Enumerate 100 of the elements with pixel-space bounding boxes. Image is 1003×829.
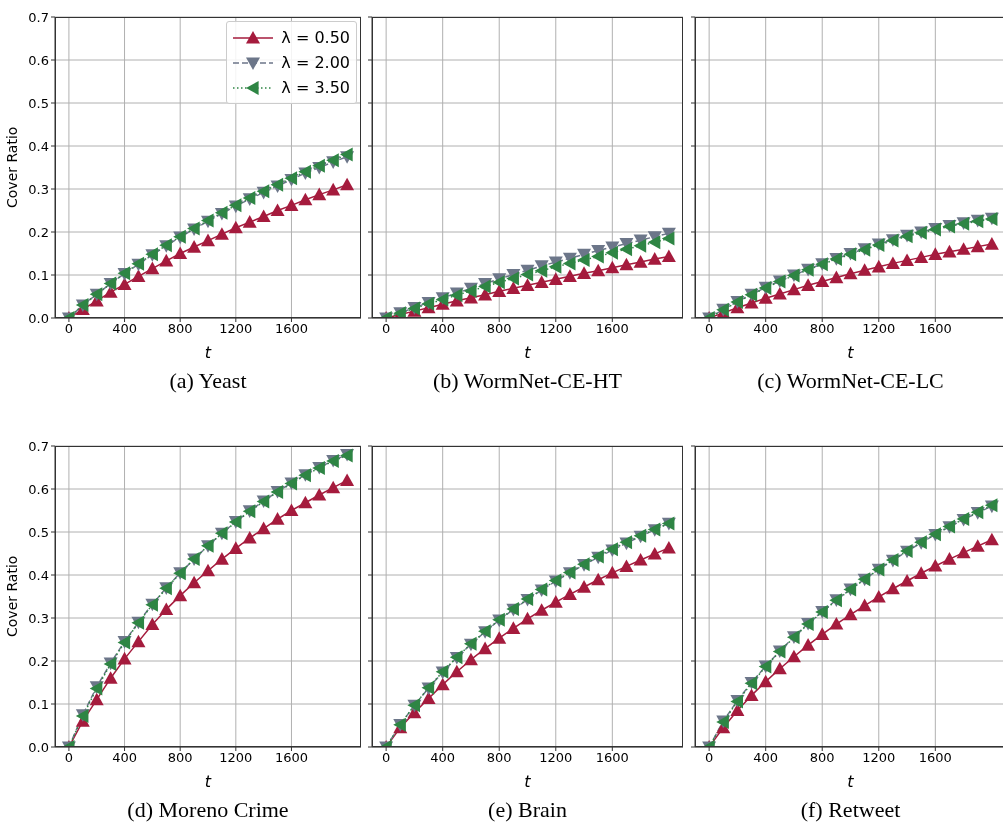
point	[730, 703, 745, 717]
point	[270, 512, 285, 525]
point	[619, 257, 634, 271]
point	[984, 532, 999, 546]
point	[928, 558, 943, 572]
point	[548, 272, 563, 285]
point	[633, 238, 647, 253]
point	[829, 270, 844, 284]
point	[117, 277, 132, 291]
point	[984, 237, 999, 250]
x-tick-label: 1600	[274, 750, 308, 766]
point	[478, 641, 493, 655]
x-tick-label: 1200	[219, 750, 253, 766]
point	[562, 269, 577, 282]
point	[284, 503, 299, 517]
point	[492, 275, 505, 290]
point	[463, 652, 478, 666]
legend-label: λ = 3.50	[281, 78, 350, 97]
point	[619, 242, 633, 257]
point	[562, 256, 576, 271]
x-tick-label: 400	[753, 321, 779, 337]
point	[843, 607, 858, 621]
point	[506, 281, 521, 294]
point	[772, 286, 787, 300]
point	[548, 595, 563, 608]
point	[591, 572, 606, 586]
point	[956, 242, 971, 255]
x-axis-title: t	[204, 343, 212, 362]
x-tick-label: 1200	[862, 750, 896, 766]
y-tick-label: 0.4	[28, 138, 49, 154]
point	[577, 266, 592, 279]
y-tick-label: 0.2	[28, 653, 49, 669]
point	[435, 677, 450, 691]
point	[187, 575, 202, 589]
point	[970, 539, 985, 552]
x-tick-label: 1600	[274, 321, 308, 337]
point	[201, 233, 215, 247]
point	[340, 147, 353, 162]
point	[647, 546, 662, 560]
x-tick-label: 400	[753, 750, 779, 766]
point	[159, 253, 174, 267]
point	[506, 621, 521, 634]
y-tick-label: 0.3	[28, 610, 49, 626]
legend-label: λ = 0.50	[281, 28, 350, 47]
x-tick-label: 400	[112, 321, 137, 337]
point	[187, 240, 202, 253]
x-axis-title: t	[847, 343, 855, 362]
x-tick-label: 0	[382, 750, 391, 766]
point	[801, 638, 816, 651]
point	[633, 255, 648, 268]
point	[661, 231, 675, 246]
text: (f) Retweet	[799, 797, 902, 823]
text: (c) WormNet-CE-LC	[756, 368, 945, 394]
x-tick-label: 0	[382, 321, 391, 337]
x-tick-label: 1200	[219, 321, 253, 337]
point	[548, 259, 562, 274]
point	[520, 267, 534, 282]
text: (b) WormNet-CE-HT	[431, 368, 624, 394]
point	[256, 209, 271, 223]
point	[340, 473, 355, 486]
y-tick-label: 0.0	[28, 739, 49, 755]
x-tick-label: 1200	[539, 321, 573, 337]
x-tick-label: 400	[112, 750, 137, 766]
point	[577, 580, 592, 593]
point	[577, 252, 590, 267]
point	[885, 256, 900, 269]
point	[214, 552, 229, 565]
point	[312, 488, 327, 501]
y-axis-title: Cover Ratio	[4, 554, 20, 640]
point	[758, 674, 773, 688]
y-tick-label: 0.7	[28, 9, 49, 25]
point	[520, 611, 535, 625]
point	[270, 203, 285, 217]
point	[914, 250, 929, 263]
point	[449, 664, 464, 678]
point	[298, 192, 313, 206]
point	[534, 603, 549, 616]
point	[619, 559, 634, 572]
point	[786, 282, 801, 296]
point	[605, 260, 620, 274]
x-axis-title: t	[847, 772, 855, 791]
point	[173, 588, 188, 602]
point	[815, 627, 830, 640]
point	[970, 239, 985, 253]
point	[843, 266, 858, 280]
y-tick-label: 0.2	[28, 224, 49, 240]
point	[661, 540, 676, 554]
x-tick-label: 0	[705, 750, 714, 766]
point	[284, 198, 299, 211]
x-tick-label: 800	[809, 750, 835, 766]
point	[857, 598, 872, 612]
point	[326, 480, 341, 494]
point	[145, 617, 160, 631]
x-axis-title: t	[204, 772, 212, 791]
point	[312, 187, 327, 201]
point	[173, 246, 188, 260]
x-tick-label: 1600	[595, 321, 629, 337]
point	[885, 581, 900, 595]
point	[900, 574, 915, 587]
y-tick-label: 0.3	[28, 181, 49, 197]
